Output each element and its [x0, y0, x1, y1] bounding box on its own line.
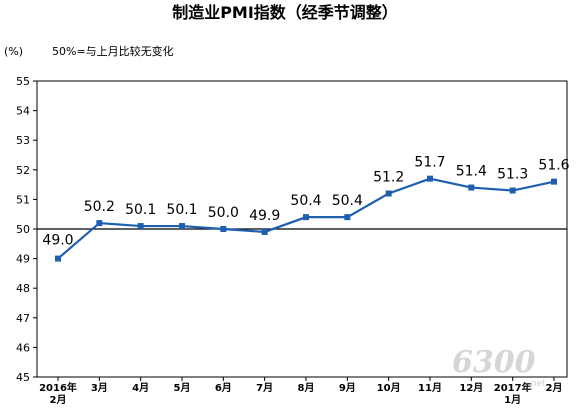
y-tick-label: 55: [16, 75, 30, 88]
y-tick-label: 47: [16, 312, 30, 325]
x-tick-label: 8月: [298, 382, 315, 394]
data-label: 50.2: [84, 199, 115, 215]
data-point: [509, 187, 516, 194]
y-axis: 45 46 47 48 49 50 51 52 53 54 55: [16, 75, 37, 384]
y-tick-label: 45: [16, 371, 30, 384]
x-tick-label: 10月: [377, 382, 401, 394]
x-tick-label: 4月: [132, 382, 149, 394]
data-label: 49.0: [42, 233, 73, 249]
data-point: [261, 228, 268, 235]
data-point: [427, 175, 433, 182]
y-tick-label: 50: [16, 223, 30, 236]
reference-note: 50%=与上月比较无变化: [52, 44, 174, 58]
x-tick-label: 5月: [174, 382, 191, 394]
data-point: [468, 184, 475, 191]
data-label: 49.9: [249, 208, 280, 224]
data-label: 51.7: [414, 155, 445, 171]
x-tick-label: 11月: [418, 382, 442, 394]
x-tick-label: 7月: [256, 382, 273, 394]
data-labels: 49.0 50.2 50.1 50.1 50.0 49.9 50.4 50.4 51.2 51.7…: [42, 155, 569, 249]
x-tick-label: 2月: [50, 394, 67, 406]
data-point: [220, 226, 227, 232]
chart-title: 制造业PMI指数（经季节调整）: [172, 3, 398, 22]
x-tick-label: 3月: [91, 382, 108, 394]
watermark-subtext: .net: [528, 379, 546, 389]
y-unit-label: (%): [4, 45, 23, 58]
data-label: 50.4: [290, 193, 321, 209]
data-label: 51.6: [538, 158, 569, 174]
data-point: [551, 178, 557, 185]
y-tick-label: 53: [16, 134, 30, 147]
data-points: [55, 175, 557, 262]
x-tick-label: 2月: [546, 382, 563, 394]
data-point: [55, 255, 61, 262]
data-point: [303, 214, 309, 221]
x-tick-label: 6月: [215, 382, 232, 394]
x-tick-label: 2016年: [39, 381, 77, 394]
x-tick-label: 1月: [504, 394, 521, 406]
y-tick-label: 54: [16, 105, 30, 118]
y-tick-label: 52: [16, 164, 30, 177]
data-label: 50.1: [166, 202, 197, 218]
x-tick-label: 9月: [339, 382, 356, 394]
y-tick-label: 51: [16, 193, 30, 206]
y-tick-label: 49: [16, 253, 30, 266]
watermark-logo: 6300 .net: [452, 345, 546, 389]
x-tick-label: 12月: [459, 382, 483, 394]
data-label: 50.4: [332, 193, 363, 209]
x-tick-label: 2017年: [494, 381, 532, 394]
watermark-text: 6300: [452, 345, 536, 380]
data-point: [179, 223, 185, 230]
data-point: [96, 220, 103, 227]
y-tick-label: 46: [16, 341, 30, 354]
data-label: 50.0: [208, 205, 239, 221]
data-label: 51.2: [373, 169, 404, 185]
data-label: 51.3: [497, 167, 528, 183]
y-tick-label: 48: [16, 282, 30, 295]
data-label: 50.1: [125, 202, 156, 218]
data-point: [137, 223, 144, 230]
data-label: 51.4: [456, 164, 487, 180]
data-point: [385, 190, 392, 197]
data-point: [344, 214, 351, 221]
